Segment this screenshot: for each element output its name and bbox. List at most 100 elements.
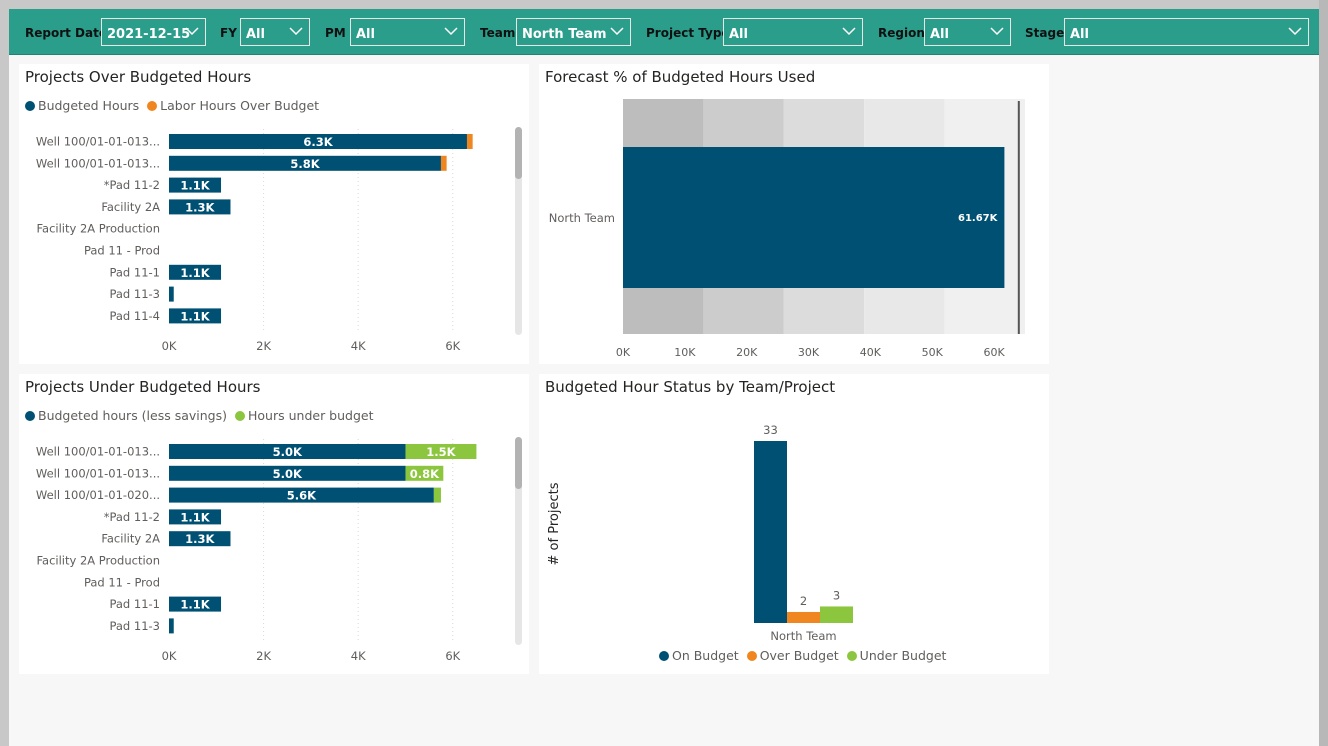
bar-secondary <box>405 444 477 459</box>
category-label: North Team <box>770 629 836 643</box>
category-label: Well 100/01-01-013... <box>36 135 160 149</box>
over-budget-card[interactable]: Projects Over Budgeted Hours Budgeted Ho… <box>19 64 529 364</box>
under-budget-scrollbar[interactable] <box>515 437 522 645</box>
x-tick-label: 2K <box>256 339 271 353</box>
bar-secondary <box>466 134 473 149</box>
data-label: 5.0K <box>273 445 303 459</box>
data-label: 3 <box>833 588 840 602</box>
x-tick-label: 0K <box>162 339 177 353</box>
bar-on-budget <box>754 441 787 623</box>
category-label: *Pad 11-2 <box>104 178 160 192</box>
report-canvas: Report Date 2021-12-15 FY All PM All Tea… <box>9 9 1319 746</box>
under-budget-title: Projects Under Budgeted Hours <box>25 378 261 396</box>
legend-dot <box>659 651 669 661</box>
bar-primary <box>169 308 222 324</box>
x-tick-label: 2K <box>256 649 271 663</box>
data-label: 1.1K <box>180 266 210 280</box>
data-label: 5.8K <box>290 157 320 171</box>
bar-primary <box>169 487 434 503</box>
team-dropdown[interactable]: North Team <box>516 18 631 46</box>
legend-budgeted-hours: Budgeted Hours <box>38 98 140 113</box>
over-budget-title: Projects Over Budgeted Hours <box>25 68 252 86</box>
legend-over-budget: Over Budget <box>759 648 839 663</box>
status-legend: On Budget Over Budget Under Budget <box>659 648 946 663</box>
report-date-value: 2021-12-15 <box>107 27 191 42</box>
legend-over-budget: Labor Hours Over Budget <box>160 98 320 113</box>
under-budget-legend: Budgeted hours (less savings) Hours unde… <box>25 408 374 423</box>
bar-primary <box>169 264 222 280</box>
scrollbar-thumb[interactable] <box>515 437 522 489</box>
category-label: Pad 11-3 <box>109 619 160 633</box>
region-dropdown[interactable]: All <box>924 18 1011 46</box>
legend-under-budget: Under Budget <box>859 648 947 663</box>
filter-label-team: Team <box>480 26 516 40</box>
bar-primary <box>169 444 406 459</box>
data-label: 1.1K <box>180 309 210 323</box>
over-budget-legend: Budgeted Hours Labor Hours Over Budget <box>25 98 319 113</box>
pm-value: All <box>356 27 375 42</box>
legend-dot <box>746 651 757 661</box>
scrollbar-thumb[interactable] <box>515 127 522 179</box>
data-label: 33 <box>763 423 778 437</box>
bar-primary <box>169 465 406 481</box>
legend-under-budget: Hours under budget <box>248 408 374 423</box>
category-label: Well 100/01-01-013... <box>36 466 160 480</box>
under-budget-chart: 0K 2K 4K 6K Well 100/01-01-013... 5.0K 1.5K Wel… <box>36 439 477 663</box>
under-budget-card[interactable]: Projects Under Budgeted Hours Budgeted h… <box>19 374 529 674</box>
x-tick-label: 20K <box>736 346 758 359</box>
category-label: Facility 2A <box>101 532 160 546</box>
category-label: *Pad 11-2 <box>104 510 160 524</box>
data-label: 0.8K <box>410 467 440 481</box>
x-tick-label: 50K <box>922 346 944 359</box>
category-label: Pad 11-1 <box>109 265 160 279</box>
status-title: Budgeted Hour Status by Team/Project <box>545 378 836 396</box>
bullet-bar <box>623 147 1005 288</box>
x-tick-label: 6K <box>445 339 460 353</box>
chevron-down-icon <box>990 27 1004 36</box>
data-label: 1.1K <box>180 510 210 524</box>
bar-primary <box>169 618 174 634</box>
bar-primary <box>169 134 467 149</box>
chevron-down-icon <box>185 27 199 36</box>
legend-budgeted-less-savings: Budgeted hours (less savings) <box>38 408 228 423</box>
x-tick-label: 40K <box>860 346 882 359</box>
forecast-card[interactable]: Forecast % of Budgeted Hours Used 61.67K… <box>539 64 1049 364</box>
bar-primary <box>169 531 231 547</box>
chevron-down-icon <box>610 27 624 36</box>
filter-label-project-type: Project Type <box>646 26 730 40</box>
bar-primary <box>169 155 441 171</box>
project-type-value: All <box>729 27 748 42</box>
legend-dot <box>25 101 35 111</box>
filter-label-pm: PM <box>325 26 346 40</box>
forecast-title: Forecast % of Budgeted Hours Used <box>545 68 816 86</box>
x-tick-label: 30K <box>798 346 820 359</box>
y-axis-label: # of Projects <box>547 482 562 565</box>
category-label: Well 100/01-01-013... <box>36 445 160 459</box>
chevron-down-icon <box>444 27 458 36</box>
team-value: North Team <box>522 27 607 42</box>
filter-label-fy: FY <box>220 26 237 40</box>
legend-dot <box>147 101 158 111</box>
category-label: Well 100/01-01-013... <box>36 156 160 170</box>
over-budget-scrollbar[interactable] <box>515 127 522 335</box>
category-label: Pad 11-1 <box>109 597 160 611</box>
chevron-down-icon <box>842 27 856 36</box>
region-value: All <box>930 27 949 42</box>
category-label: North Team <box>549 211 615 225</box>
status-card[interactable]: Budgeted Hour Status by Team/Project 33 2… <box>539 374 1049 674</box>
pm-dropdown[interactable]: All <box>350 18 465 46</box>
data-label: 1.3K <box>185 200 215 214</box>
x-tick-label: 4K <box>351 649 366 663</box>
stage-dropdown[interactable]: All <box>1064 18 1309 46</box>
x-tick-label: 6K <box>445 649 460 663</box>
category-label: Facility 2A Production <box>36 554 160 568</box>
x-tick-label: 10K <box>674 346 696 359</box>
bar-secondary <box>405 465 444 481</box>
legend-dot <box>235 411 245 421</box>
fy-dropdown[interactable]: All <box>240 18 310 46</box>
report-date-dropdown[interactable]: 2021-12-15 <box>101 18 206 46</box>
data-label: 2 <box>800 594 807 608</box>
project-type-dropdown[interactable]: All <box>723 18 863 46</box>
legend-dot <box>846 651 857 661</box>
category-label: Pad 11-3 <box>109 287 160 301</box>
